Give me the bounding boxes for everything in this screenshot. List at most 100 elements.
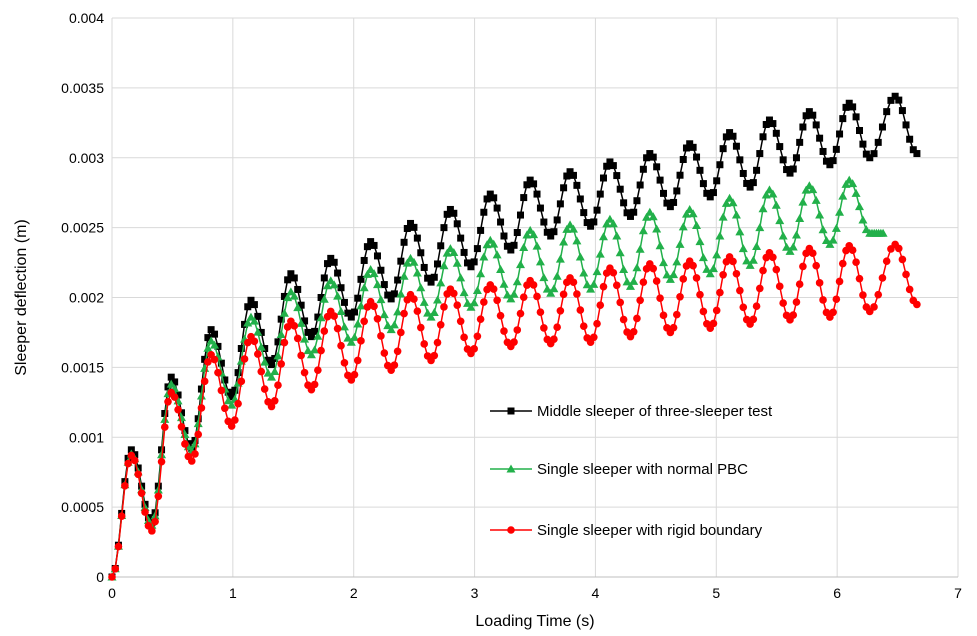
data-point xyxy=(729,132,737,140)
data-point xyxy=(749,179,757,187)
data-point xyxy=(317,346,325,355)
data-point xyxy=(593,206,601,214)
data-point xyxy=(613,172,621,180)
data-point xyxy=(851,188,861,197)
data-point xyxy=(696,290,704,299)
data-point xyxy=(290,322,299,330)
data-point xyxy=(573,181,581,189)
data-point xyxy=(583,219,591,227)
data-point xyxy=(656,294,664,302)
data-point xyxy=(423,308,433,317)
data-point xyxy=(443,210,451,218)
data-point xyxy=(681,209,691,218)
data-point xyxy=(500,232,508,240)
data-point xyxy=(535,257,545,266)
legend-item: Single sleeper with rigid boundary xyxy=(490,522,763,539)
data-point xyxy=(280,292,288,300)
data-point xyxy=(636,181,644,189)
data-point xyxy=(227,400,237,409)
data-point xyxy=(858,215,868,224)
data-point xyxy=(731,210,741,219)
data-point xyxy=(197,385,205,393)
data-point xyxy=(619,315,628,324)
data-point xyxy=(306,350,316,359)
x-tick-label: 2 xyxy=(350,585,358,601)
data-point xyxy=(293,303,303,312)
data-point xyxy=(655,241,665,250)
x-axis-title: Loading Time (s) xyxy=(475,613,594,630)
data-point xyxy=(244,303,252,311)
data-point xyxy=(635,244,645,253)
data-point xyxy=(270,366,280,375)
data-point xyxy=(536,308,545,316)
data-point xyxy=(286,287,296,296)
data-point xyxy=(815,279,824,287)
data-point xyxy=(709,319,718,328)
data-point xyxy=(403,224,411,232)
data-point xyxy=(197,404,206,412)
data-point xyxy=(632,263,642,272)
data-point xyxy=(705,269,715,278)
data-point xyxy=(768,189,778,198)
data-point xyxy=(805,108,813,116)
data-point xyxy=(786,169,794,177)
data-point xyxy=(799,262,807,271)
data-point xyxy=(174,391,182,399)
data-point xyxy=(489,239,499,248)
data-point xyxy=(497,218,505,226)
data-point xyxy=(154,492,163,501)
data-point xyxy=(646,150,654,158)
data-point xyxy=(464,259,472,267)
data-point xyxy=(738,244,748,253)
data-point xyxy=(320,327,329,335)
data-point xyxy=(476,315,485,323)
data-point xyxy=(799,123,807,131)
data-point xyxy=(449,248,459,257)
data-point xyxy=(469,298,479,307)
data-point xyxy=(227,422,236,430)
data-point xyxy=(250,301,258,309)
data-point xyxy=(276,330,286,339)
data-point xyxy=(559,290,568,299)
data-point xyxy=(909,146,917,154)
data-point xyxy=(393,347,402,356)
data-point xyxy=(221,404,229,413)
data-point xyxy=(540,324,548,332)
data-point xyxy=(453,301,462,309)
y-tick-label: 0 xyxy=(96,569,104,585)
data-point xyxy=(579,268,589,277)
data-point xyxy=(702,264,712,273)
data-point xyxy=(476,269,486,278)
data-point xyxy=(862,150,870,158)
data-point xyxy=(849,103,857,111)
data-point xyxy=(436,320,445,329)
data-point xyxy=(553,323,561,331)
legend: Middle sleeper of three-sleeper test Sing… xyxy=(490,403,773,539)
data-point xyxy=(775,282,784,291)
data-point xyxy=(210,355,219,364)
data-point xyxy=(334,269,342,277)
data-point xyxy=(852,113,860,121)
data-point xyxy=(161,409,169,417)
data-point xyxy=(177,409,185,417)
data-point xyxy=(250,337,259,346)
data-point xyxy=(605,214,615,223)
data-point xyxy=(350,332,360,341)
data-point xyxy=(739,303,748,312)
data-point xyxy=(609,268,618,277)
data-point xyxy=(762,121,770,129)
data-point xyxy=(477,226,485,234)
data-point xyxy=(779,299,787,307)
data-point xyxy=(795,280,804,289)
y-tick-label: 0.0015 xyxy=(61,359,104,375)
data-point xyxy=(240,355,249,363)
data-point xyxy=(167,373,175,381)
data-point xyxy=(360,317,368,326)
data-point xyxy=(582,280,592,289)
data-point xyxy=(693,153,701,161)
data-point xyxy=(347,313,355,321)
data-point xyxy=(420,263,428,271)
data-point xyxy=(277,360,286,368)
data-point xyxy=(509,289,519,298)
